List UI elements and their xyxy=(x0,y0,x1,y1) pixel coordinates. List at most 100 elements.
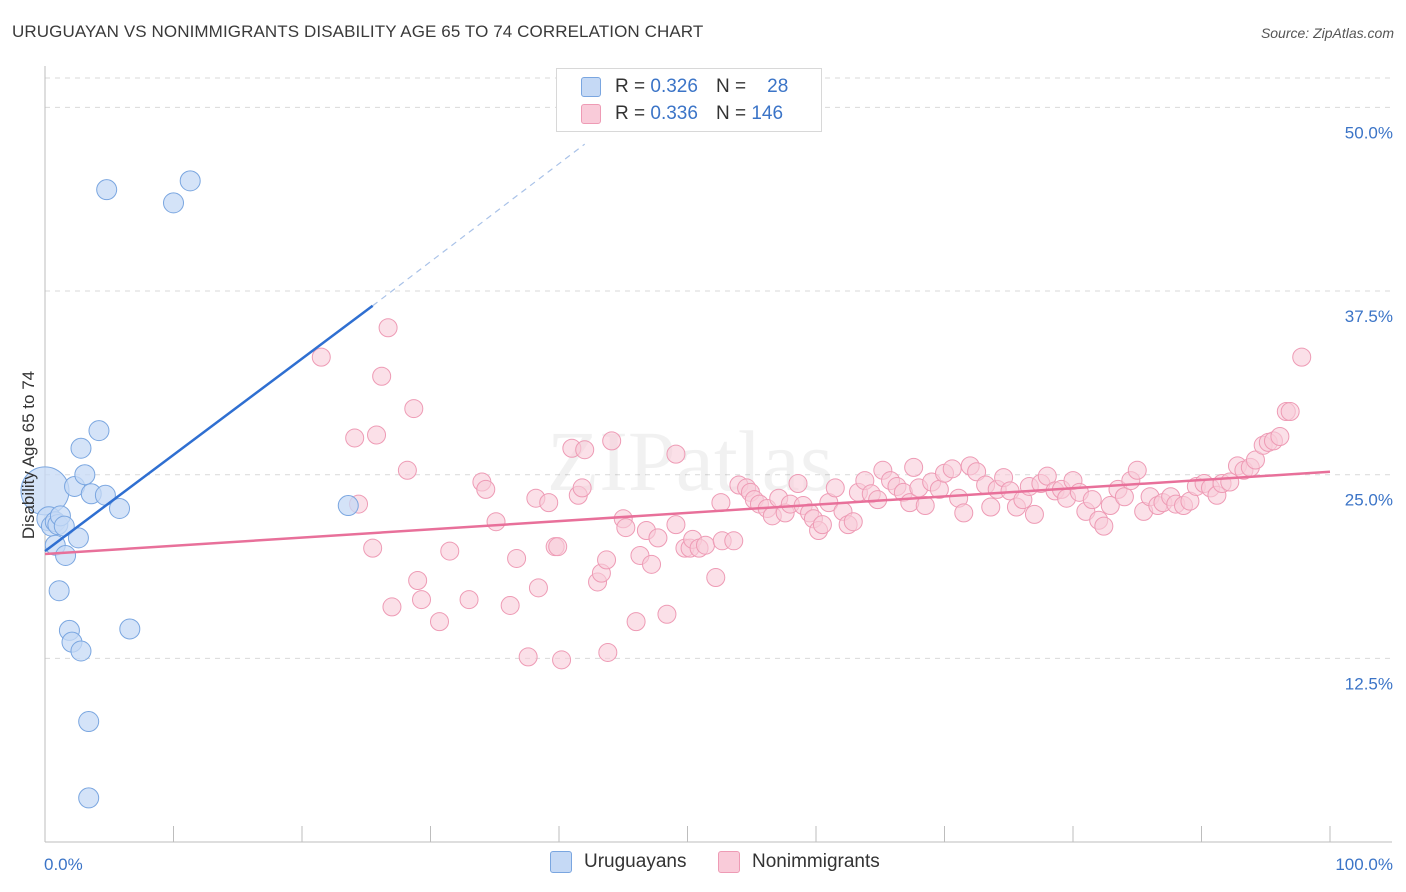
nonimmigrants-point xyxy=(825,478,845,498)
nonimmigrants-point xyxy=(1245,450,1265,470)
uruguayans-point xyxy=(88,420,110,442)
uruguayans-points xyxy=(20,170,359,809)
nonimmigrants-point xyxy=(695,535,715,555)
legend-item-nonimmigrants[interactable]: Nonimmigrants xyxy=(718,851,880,873)
uruguayans-point xyxy=(48,580,70,602)
legend-r-value: 0.326 xyxy=(650,76,698,97)
nonimmigrants-point xyxy=(1037,466,1057,486)
nonimmigrants-point xyxy=(1280,402,1300,422)
nonimmigrants-point xyxy=(552,650,572,670)
nonimmigrants-point xyxy=(967,462,987,482)
uruguayans-point xyxy=(55,545,77,566)
nonimmigrants-point xyxy=(404,399,424,419)
nonimmigrants-point xyxy=(486,512,506,532)
nonimmigrants-point xyxy=(429,612,449,632)
nonimmigrants-point xyxy=(1082,490,1102,510)
nonimmigrants-point xyxy=(539,493,559,513)
nonimmigrants-point xyxy=(981,497,1001,517)
uruguayans-point xyxy=(70,640,92,662)
y-axis-label: Disability Age 65 to 74 xyxy=(19,371,38,539)
nonimmigrants-point xyxy=(1094,516,1114,536)
trend-lines xyxy=(44,143,1331,556)
x-tick-label: 0.0% xyxy=(44,855,83,874)
nonimmigrants-point xyxy=(597,550,617,570)
nonimmigrants-point xyxy=(942,459,962,479)
nonimmigrants-point xyxy=(648,528,668,548)
nonimmigrants-point xyxy=(626,612,646,632)
y-tick-label: 50.0% xyxy=(1345,123,1393,142)
nonimmigrants-point xyxy=(788,474,808,494)
uruguayans-trendline-extension xyxy=(372,143,586,307)
uruguayans-point xyxy=(70,437,92,459)
uruguayans-point xyxy=(67,527,89,549)
nonimmigrants-point xyxy=(367,425,387,445)
nonimmigrants-point xyxy=(548,537,568,557)
nonimmigrants-swatch xyxy=(718,851,740,873)
nonimmigrants-point xyxy=(724,531,744,551)
nonimmigrants-point xyxy=(1220,472,1240,492)
nonimmigrants-point xyxy=(363,538,383,558)
legend-n-value: 28 xyxy=(767,76,789,97)
nonimmigrants-point xyxy=(642,554,662,574)
uruguayans-swatch xyxy=(550,851,572,873)
x-tick-label: 100.0% xyxy=(1335,855,1393,874)
uruguayans-point xyxy=(119,618,141,640)
nonimmigrants-point xyxy=(1024,504,1044,524)
nonimmigrants-point xyxy=(602,431,622,451)
legend-label: Uruguayans xyxy=(584,851,687,872)
legend-row-nonimmigrants: R = 0.336 N = 146 xyxy=(581,102,783,126)
uruguayans-swatch xyxy=(581,77,601,97)
uruguayans-trendline xyxy=(44,304,374,553)
legend-item-uruguayans[interactable]: Uruguayans xyxy=(550,851,686,873)
uruguayans-point xyxy=(96,179,118,201)
nonimmigrants-point xyxy=(598,642,618,662)
nonimmigrants-trendline xyxy=(44,470,1331,556)
nonimmigrants-swatch xyxy=(581,104,601,124)
uruguayans-point xyxy=(179,170,201,192)
legend-r-label: R = xyxy=(615,103,646,124)
uruguayans-point xyxy=(109,497,131,519)
legend-r-value: 0.336 xyxy=(650,103,698,124)
nonimmigrants-point xyxy=(706,568,726,588)
tick-labels: 12.5% 25.0% 37.5% 50.0% 0.0% 100.0% xyxy=(44,123,1393,874)
nonimmigrants-point xyxy=(616,518,636,538)
y-tick-label: 37.5% xyxy=(1345,307,1393,326)
uruguayans-point xyxy=(78,787,100,809)
nonimmigrants-point xyxy=(1127,460,1147,480)
nonimmigrants-point xyxy=(500,595,520,615)
nonimmigrants-point xyxy=(954,503,974,523)
nonimmigrants-point xyxy=(1292,347,1312,367)
source-label: Source: ZipAtlas.com xyxy=(1260,25,1394,41)
nonimmigrants-point xyxy=(397,460,417,480)
nonimmigrants-point xyxy=(657,604,677,624)
nonimmigrants-point xyxy=(378,318,398,338)
nonimmigrants-point xyxy=(666,515,686,535)
nonimmigrants-points xyxy=(311,318,1312,670)
nonimmigrants-point xyxy=(345,428,365,448)
chart-title: URUGUAYAN VS NONIMMIGRANTS DISABILITY AG… xyxy=(12,22,704,41)
nonimmigrants-point xyxy=(1270,426,1290,446)
nonimmigrants-point xyxy=(1114,487,1134,507)
nonimmigrants-point xyxy=(812,515,832,535)
legend-r-label: R = xyxy=(615,76,646,97)
nonimmigrants-point xyxy=(382,597,402,617)
legend-row-uruguayans: R = 0.326 N = 28 xyxy=(581,75,788,99)
legend-n-label: N = xyxy=(715,103,747,124)
uruguayans-point xyxy=(74,464,96,486)
nonimmigrants-point xyxy=(412,590,432,610)
legend-n-label: N = xyxy=(715,76,747,97)
nonimmigrants-point xyxy=(904,457,924,477)
legend-label: Nonimmigrants xyxy=(752,851,880,872)
uruguayans-point xyxy=(163,192,184,214)
correlation-legend: R = 0.326 N = 28 R = 0.336 N = 146 xyxy=(556,68,822,132)
y-tick-label: 25.0% xyxy=(1345,491,1393,510)
nonimmigrants-point xyxy=(575,440,595,460)
nonimmigrants-point xyxy=(1100,496,1120,516)
nonimmigrants-point xyxy=(528,578,548,598)
nonimmigrants-point xyxy=(372,366,392,386)
legend-n-value: 146 xyxy=(751,103,784,124)
nonimmigrants-point xyxy=(711,493,731,513)
uruguayans-point xyxy=(78,711,100,733)
nonimmigrants-point xyxy=(311,347,331,367)
